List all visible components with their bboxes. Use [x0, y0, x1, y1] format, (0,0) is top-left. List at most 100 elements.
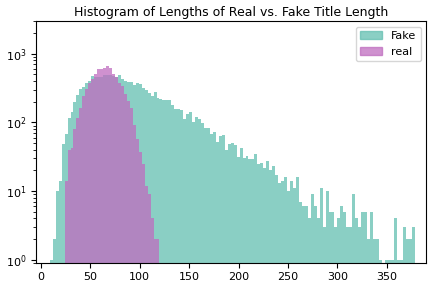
Bar [331, 212, 334, 288]
Bar [234, 145, 237, 288]
Bar [373, 239, 376, 288]
Bar [118, 75, 121, 288]
Bar [403, 227, 406, 288]
Bar [189, 112, 192, 288]
Bar [136, 83, 139, 288]
Bar [79, 107, 83, 288]
Legend: Fake, real: Fake, real [356, 27, 421, 61]
Bar [121, 86, 124, 288]
Bar [124, 81, 127, 288]
Bar [94, 74, 97, 288]
Bar [109, 75, 112, 288]
Bar [311, 194, 314, 288]
Bar [388, 259, 391, 288]
Bar [145, 185, 148, 288]
Bar [192, 122, 195, 288]
Bar [201, 123, 204, 288]
Bar [106, 75, 109, 288]
Bar [175, 109, 177, 288]
Bar [73, 129, 76, 288]
Bar [59, 181, 62, 288]
Bar [317, 218, 320, 288]
Bar [53, 239, 56, 288]
Bar [340, 206, 343, 288]
Bar [287, 191, 290, 288]
Bar [326, 191, 329, 288]
Bar [376, 239, 379, 288]
Bar [394, 218, 397, 288]
Bar [364, 212, 367, 288]
Bar [355, 218, 358, 288]
Bar [156, 98, 159, 288]
Bar [343, 212, 346, 288]
Bar [130, 108, 133, 288]
Bar [254, 154, 257, 288]
Bar [299, 202, 302, 288]
Bar [293, 188, 296, 288]
Bar [352, 194, 355, 288]
Bar [112, 74, 115, 288]
Bar [361, 212, 364, 288]
Bar [251, 159, 254, 288]
Bar [165, 100, 168, 288]
Bar [100, 69, 103, 288]
Bar [260, 162, 264, 288]
Bar [103, 68, 106, 288]
Bar [177, 109, 180, 288]
Bar [97, 69, 100, 288]
Bar [127, 101, 130, 288]
Bar [148, 194, 151, 288]
Bar [153, 92, 156, 288]
Bar [275, 175, 278, 288]
Bar [109, 68, 112, 288]
Bar [186, 114, 189, 288]
Bar [115, 77, 118, 288]
Bar [83, 96, 86, 288]
Bar [65, 181, 67, 288]
Bar [86, 83, 88, 288]
Bar [50, 259, 53, 288]
Bar [130, 82, 133, 288]
Bar [323, 227, 326, 288]
Bar [222, 135, 225, 288]
Bar [272, 166, 275, 288]
Bar [88, 81, 91, 288]
Bar [91, 76, 94, 288]
Bar [73, 102, 76, 288]
Bar [195, 117, 198, 288]
Bar [76, 94, 79, 288]
Bar [406, 239, 409, 288]
Bar [225, 150, 228, 288]
Bar [151, 218, 153, 288]
Bar [91, 79, 94, 288]
Bar [242, 158, 245, 288]
Bar [70, 112, 73, 288]
Bar [83, 88, 86, 288]
Bar [397, 259, 400, 288]
Bar [290, 181, 293, 288]
Bar [400, 259, 403, 288]
Bar [207, 128, 210, 288]
Bar [97, 77, 100, 288]
Bar [62, 144, 65, 288]
Bar [142, 88, 145, 288]
Bar [281, 181, 284, 288]
Bar [248, 159, 251, 288]
Bar [145, 90, 148, 288]
Bar [124, 94, 127, 288]
Bar [168, 101, 172, 288]
Bar [133, 125, 136, 288]
Bar [67, 118, 70, 288]
Bar [121, 79, 124, 288]
Bar [367, 239, 370, 288]
Bar [133, 85, 136, 288]
Bar [204, 128, 207, 288]
Bar [162, 101, 165, 288]
Bar [346, 227, 349, 288]
Title: Histogram of Lengths of Real vs. Fake Title Length: Histogram of Lengths of Real vs. Fake Ti… [74, 5, 388, 18]
Bar [151, 96, 153, 288]
Bar [237, 157, 240, 288]
Bar [115, 77, 118, 288]
Bar [228, 144, 231, 288]
Bar [172, 105, 175, 288]
